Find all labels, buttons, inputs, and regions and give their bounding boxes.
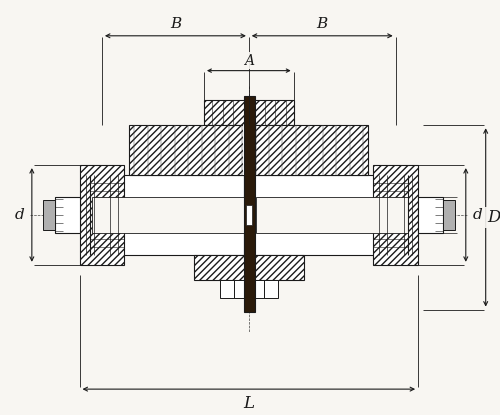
Text: L: L xyxy=(244,395,254,412)
Bar xyxy=(194,255,304,280)
Bar xyxy=(243,125,256,175)
Bar xyxy=(130,125,368,175)
Bar xyxy=(92,197,244,233)
Bar xyxy=(220,280,234,298)
Bar xyxy=(256,197,408,233)
Bar xyxy=(250,280,264,298)
Text: A: A xyxy=(244,54,254,68)
Bar xyxy=(204,100,294,125)
Bar xyxy=(54,197,80,233)
Bar xyxy=(234,280,248,298)
Bar xyxy=(443,200,455,230)
Bar xyxy=(264,280,278,298)
Bar xyxy=(418,197,443,233)
Bar xyxy=(43,200,54,230)
Text: D: D xyxy=(487,209,500,226)
Bar xyxy=(373,165,418,265)
Bar xyxy=(244,95,255,312)
Text: d: d xyxy=(473,208,482,222)
Bar xyxy=(246,205,252,225)
Text: B: B xyxy=(316,17,328,31)
Bar xyxy=(80,165,124,265)
Bar xyxy=(90,175,244,255)
Text: d: d xyxy=(15,208,25,222)
Text: B: B xyxy=(170,17,181,31)
Bar xyxy=(254,175,408,255)
